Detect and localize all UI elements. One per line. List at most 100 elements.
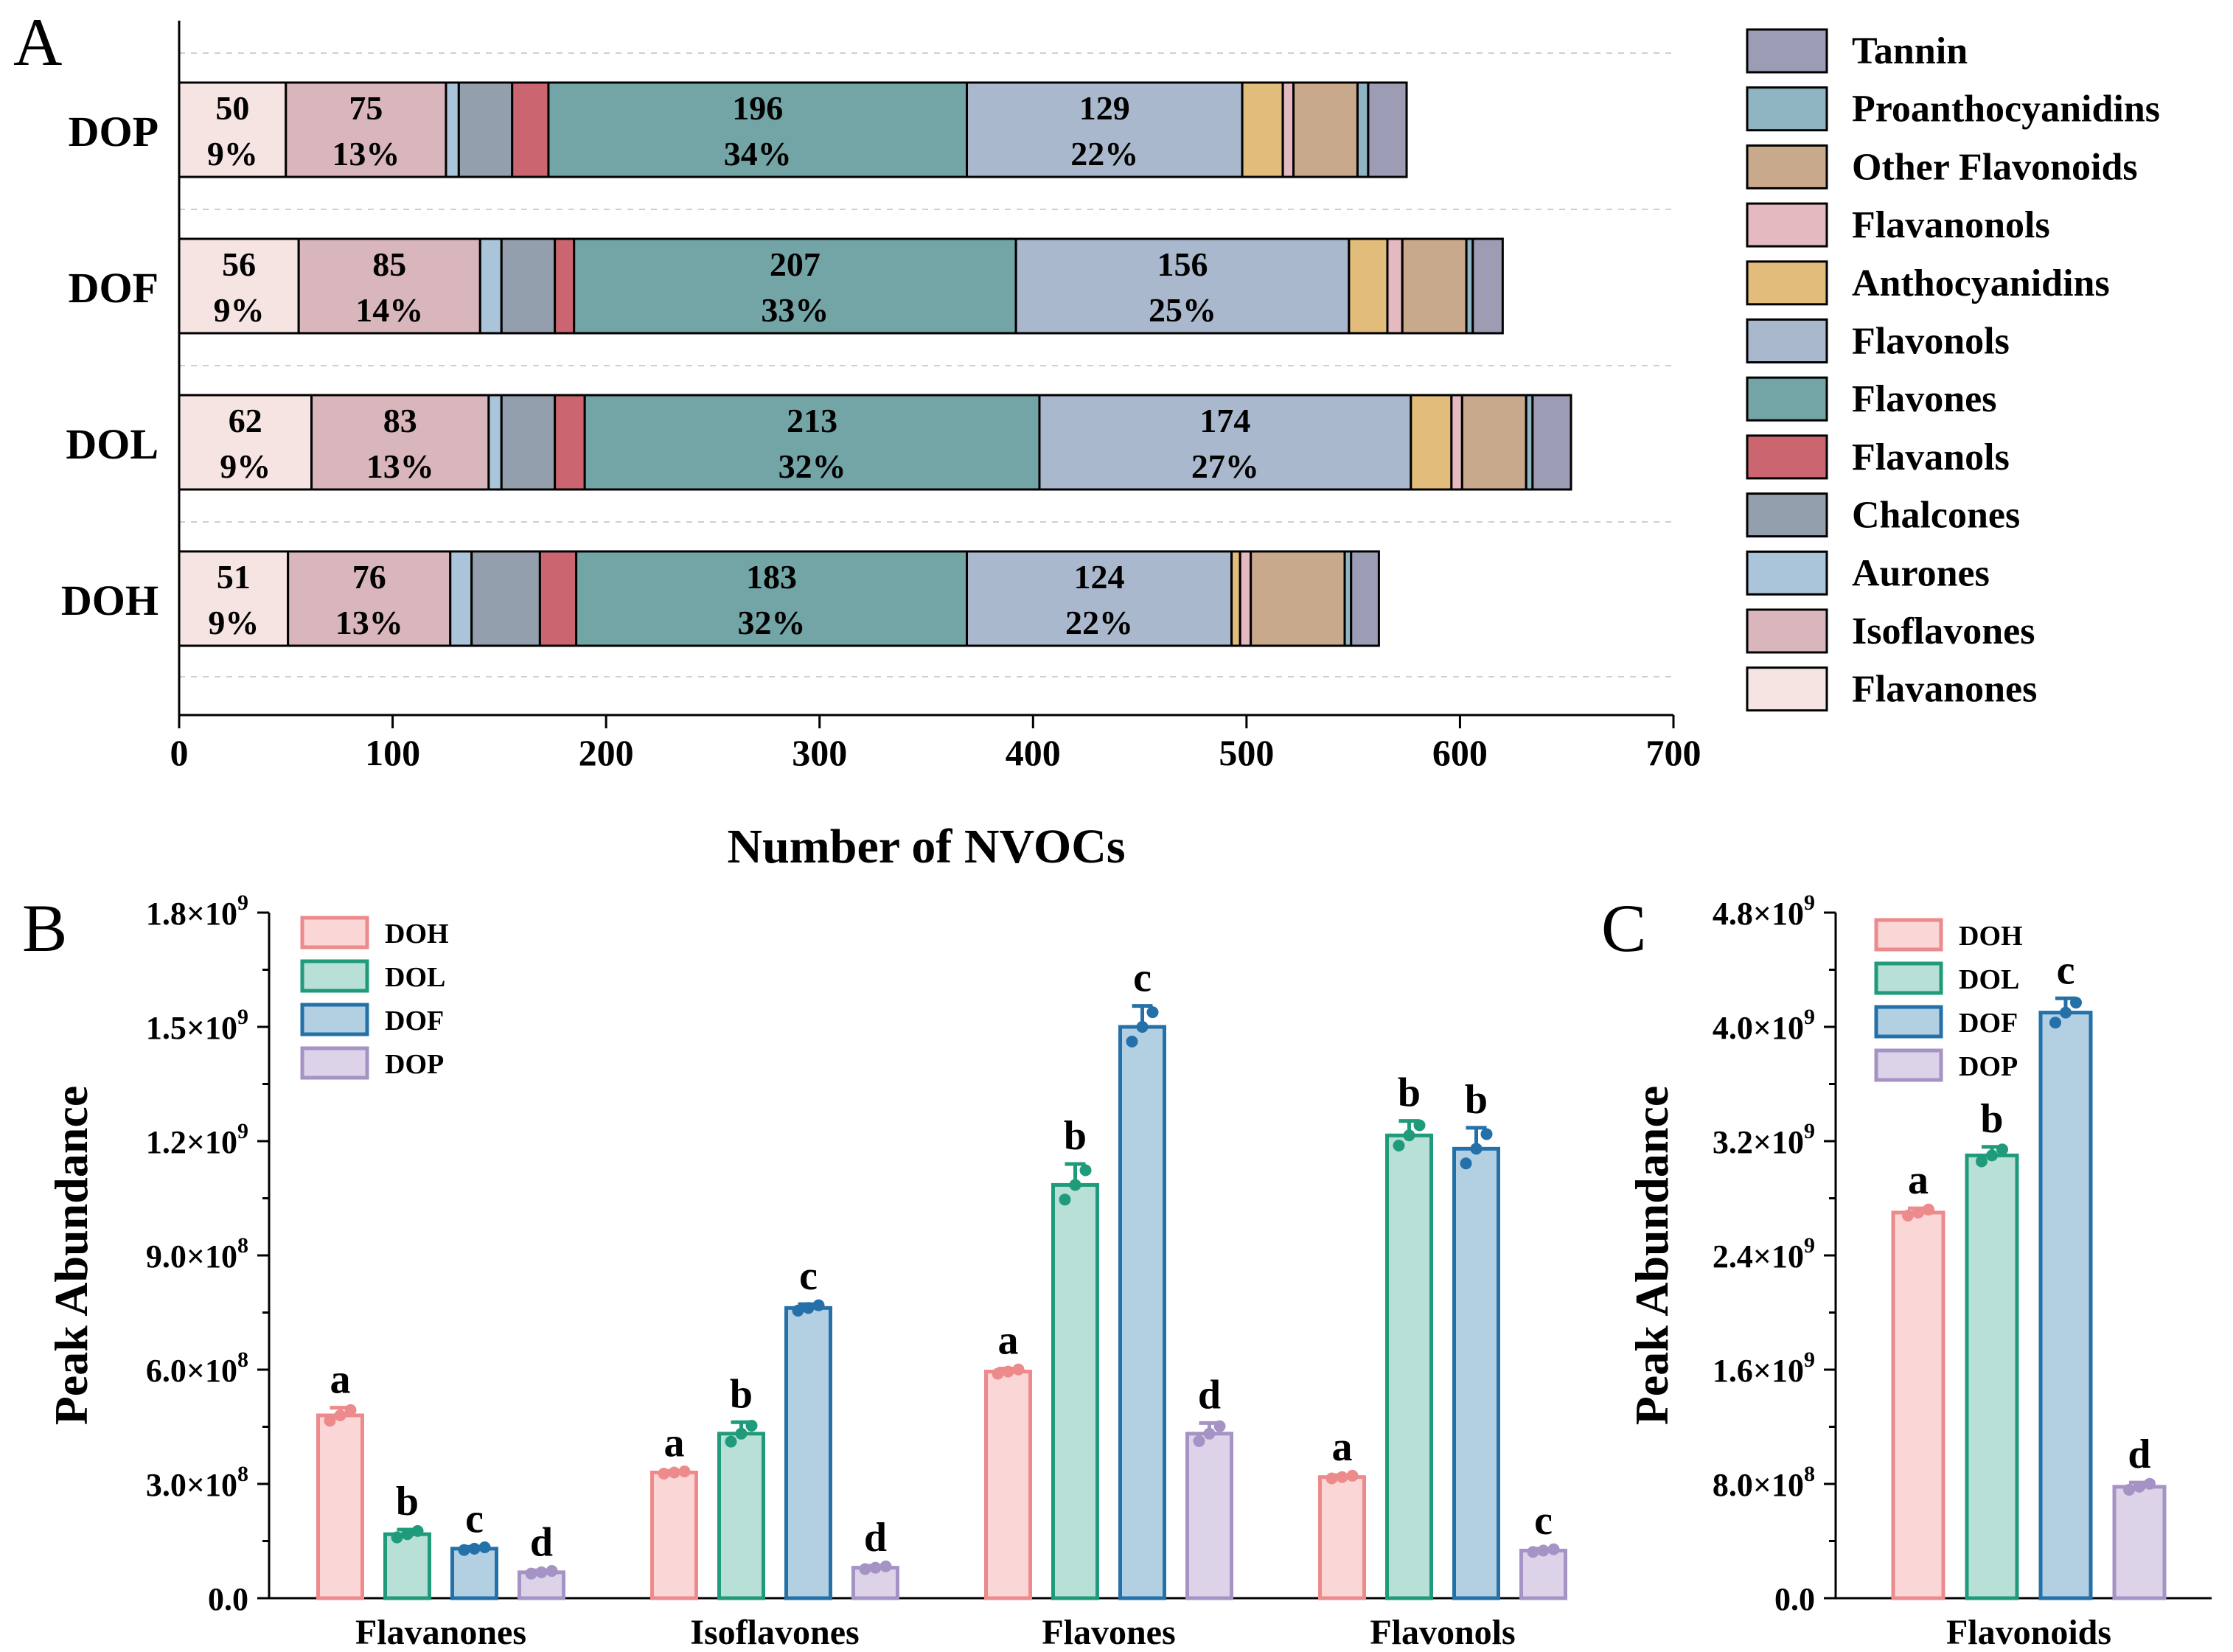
bar-flavonols-dol <box>1385 1133 1433 1600</box>
bar-segment-dop-chalcones <box>457 81 514 178</box>
bar-value-doh-flavones: 183 <box>746 558 797 596</box>
legend-swatch-flavanols <box>1746 434 1828 480</box>
legend-swatch-other-flavonoids <box>1746 144 1828 189</box>
bar-segment-dof-aurones <box>478 237 503 335</box>
legend-label-dop: DOP <box>385 1049 444 1080</box>
data-point-isoflavones-dof <box>802 1302 815 1314</box>
category-label-flavonoids: Flavonoids <box>1946 1613 2111 1652</box>
bar-segment-doh-other-flavonoids <box>1250 550 1346 647</box>
data-point-flavones-doh <box>1002 1365 1014 1378</box>
legend-swatch-flavonols <box>1746 318 1828 363</box>
data-point-flavones-dol <box>1059 1193 1071 1206</box>
significance-letter-flavanones-dol: b <box>396 1479 419 1524</box>
legend-swatch-flavanonols <box>1746 202 1828 248</box>
data-point-flavanones-dol <box>391 1531 403 1544</box>
bar-percent-dof-flavonols: 25% <box>1149 291 1216 329</box>
panel-label-a: A <box>13 4 62 80</box>
significance-letter-flavones-dof: c <box>1133 955 1152 1001</box>
significance-letter-flavones-dol: b <box>1064 1113 1087 1159</box>
category-label-dol: DOL <box>66 420 158 468</box>
bar-segment-dol-tannin <box>1531 394 1572 491</box>
bar-isoflavones-doh <box>650 1471 698 1600</box>
bar-segment-dol-anthocyanidins <box>1410 394 1453 491</box>
bar-flavonols-doh <box>1318 1475 1366 1600</box>
bar-flavonoids-dop <box>2112 1485 2167 1600</box>
y-tick-label: 1.6×109 <box>1713 1348 1815 1389</box>
bar-segment-dof-tannin <box>1471 237 1504 335</box>
data-point-flavonoids-doh <box>1912 1206 1924 1219</box>
legend-label-proanthocyanidins: Proanthocyanidins <box>1852 88 2160 130</box>
data-point-flavanones-dop <box>525 1567 537 1580</box>
panel-c-chart: 0.0 8.0×108 1.6×109 2.4×109 3.2×109 4.0×109 4.… <box>1626 891 2212 1652</box>
y-tick-label: 9.0×108 <box>146 1233 248 1275</box>
legend-swatch-dol <box>1874 961 1943 995</box>
data-point-flavones-dof <box>1126 1035 1138 1048</box>
bar-percent-dop-flavanones: 9% <box>207 135 258 172</box>
legend-swatch-proanthocyanidins <box>1746 86 1828 132</box>
bar-percent-doh-flavones: 32% <box>738 604 806 641</box>
legend-label-flavones: Flavones <box>1852 378 1996 420</box>
significance-letter-flavonoids-dol: b <box>1980 1096 2003 1142</box>
bar-segment-doh-anthocyanidins <box>1230 550 1241 647</box>
data-point-isoflavones-dol <box>745 1419 758 1432</box>
data-point-flavonoids-doh <box>1902 1209 1914 1221</box>
data-point-flavonoids-dop <box>2144 1477 2156 1490</box>
data-point-flavonoids-dop <box>2133 1480 2145 1493</box>
legend-swatch-dop <box>300 1046 369 1080</box>
legend-label-chalcones: Chalcones <box>1852 495 2020 537</box>
y-tick-label: 1.8×109 <box>146 891 248 932</box>
legend-swatch-flavanones <box>1746 666 1828 712</box>
bar-segment-dof-chalcones <box>500 237 557 335</box>
data-point-flavanones-dop <box>535 1566 548 1578</box>
legend-label-flavanones: Flavanones <box>1852 669 2037 711</box>
bar-percent-dol-flavanones: 9% <box>220 447 271 485</box>
bar-percent-dol-flavonols: 27% <box>1191 447 1259 485</box>
bar-flavonoids-dof <box>2038 1011 2093 1600</box>
panel-b-chart: 0.0 3.0×108 6.0×108 9.0×108 1.2×109 1.5×109 1.… <box>45 891 1567 1652</box>
bar-flavonols-dop <box>1519 1548 1567 1600</box>
data-point-isoflavones-dop <box>879 1560 892 1572</box>
bar-segment-dol-flavanonols <box>1450 394 1463 491</box>
bar-value-dol-isoflavones: 83 <box>383 402 417 439</box>
legend-swatch-dof <box>300 1003 369 1036</box>
y-tick-label: 4.8×109 <box>1713 891 1815 932</box>
bar-isoflavones-dof <box>784 1306 832 1600</box>
data-point-flavonols-dop <box>1527 1546 1539 1558</box>
y-tick-label: 0.0 <box>208 1581 248 1617</box>
data-point-flavanones-doh <box>334 1409 346 1421</box>
legend-label-flavanols: Flavanols <box>1852 436 2010 478</box>
data-point-flavonoids-dol <box>1986 1149 1998 1162</box>
significance-letter-flavones-dop: d <box>1198 1372 1221 1418</box>
bar-value-dol-flavones: 213 <box>787 402 837 439</box>
bar-segment-dop-isoflavones <box>285 81 447 178</box>
data-point-flavonols-doh <box>1325 1472 1338 1485</box>
y-tick-label: 3.2×109 <box>1713 1119 1815 1160</box>
significance-letter-isoflavones-dop: d <box>864 1515 887 1561</box>
bar-segment-dop-flavones <box>547 81 969 178</box>
bar-value-dof-flavonols: 156 <box>1157 245 1208 283</box>
bar-value-dol-flavanones: 62 <box>229 402 262 439</box>
bar-value-dop-flavones: 196 <box>732 89 783 127</box>
significance-letter-flavones-doh: a <box>998 1317 1019 1363</box>
data-point-flavones-dof <box>1146 1006 1159 1019</box>
legend-label-flavanonols: Flavanonols <box>1852 204 2050 246</box>
legend-swatch-dof <box>1874 1005 1943 1039</box>
bar-segment-dop-tannin <box>1367 81 1408 178</box>
bar-segment-dof-flavones <box>573 237 1017 335</box>
data-point-flavonoids-dof <box>2060 1006 2072 1019</box>
data-point-flavonols-dof <box>1460 1157 1472 1170</box>
data-point-flavonols-dol <box>1413 1119 1426 1132</box>
bar-flavanones-doh <box>316 1413 364 1600</box>
significance-letter-flavonols-doh: a <box>1332 1424 1353 1470</box>
bar-segment-dol-flavonols <box>1038 394 1412 491</box>
bar-percent-doh-isoflavones: 13% <box>335 604 403 641</box>
bar-segment-doh-flavanones <box>178 550 290 647</box>
bar-segment-dof-flavanols <box>554 237 576 335</box>
bar-segment-dop-aurones <box>445 81 460 178</box>
bar-segment-dol-flavanols <box>554 394 586 491</box>
significance-letter-isoflavones-dof: c <box>799 1253 818 1299</box>
bar-segment-dol-flavones <box>583 394 1041 491</box>
data-point-flavones-doh <box>992 1367 1004 1380</box>
bar-segment-dop-proanthocyanidins <box>1356 81 1370 178</box>
